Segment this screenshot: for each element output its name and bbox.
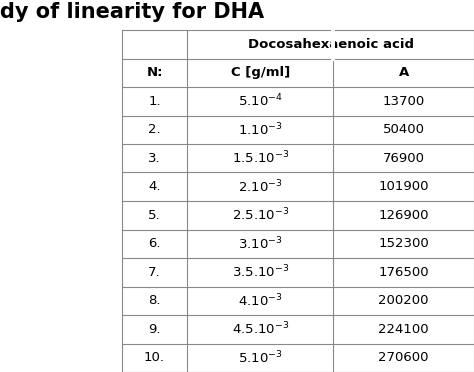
Text: 224100: 224100: [378, 323, 429, 336]
Text: 1.: 1.: [148, 95, 161, 108]
Text: dy of linearity for DHA: dy of linearity for DHA: [0, 2, 264, 22]
Text: 1.10$^{-3}$: 1.10$^{-3}$: [238, 121, 283, 138]
Text: 9.: 9.: [148, 323, 161, 336]
Text: 3.10$^{-3}$: 3.10$^{-3}$: [238, 235, 283, 252]
Text: 13700: 13700: [383, 95, 425, 108]
Text: 5.: 5.: [148, 209, 161, 222]
Text: 4.10$^{-3}$: 4.10$^{-3}$: [238, 292, 283, 309]
Text: 176500: 176500: [378, 266, 429, 279]
Text: 5.10$^{-4}$: 5.10$^{-4}$: [238, 93, 283, 109]
Text: 2.: 2.: [148, 123, 161, 136]
Text: N:: N:: [146, 66, 163, 79]
Text: 7.: 7.: [148, 266, 161, 279]
Text: 1.5.10$^{-3}$: 1.5.10$^{-3}$: [232, 150, 289, 167]
Text: A: A: [399, 66, 409, 79]
Text: 3.: 3.: [148, 152, 161, 165]
Text: 270600: 270600: [378, 351, 429, 364]
Text: 10.: 10.: [144, 351, 165, 364]
Text: 101900: 101900: [378, 180, 429, 193]
Text: 4.: 4.: [148, 180, 161, 193]
Text: 126900: 126900: [378, 209, 429, 222]
Text: 6.: 6.: [148, 237, 161, 250]
Text: 8.: 8.: [148, 294, 161, 307]
Text: 152300: 152300: [378, 237, 429, 250]
Text: 2.10$^{-3}$: 2.10$^{-3}$: [238, 179, 283, 195]
Text: 200200: 200200: [378, 294, 429, 307]
Text: 2.5.10$^{-3}$: 2.5.10$^{-3}$: [232, 207, 289, 224]
Text: 3.5.10$^{-3}$: 3.5.10$^{-3}$: [232, 264, 289, 280]
Text: Docosahexaenoic acid: Docosahexaenoic acid: [247, 38, 413, 51]
Text: 5.10$^{-3}$: 5.10$^{-3}$: [238, 349, 283, 366]
Text: 76900: 76900: [383, 152, 425, 165]
Text: 50400: 50400: [383, 123, 425, 136]
Text: C [g/ml]: C [g/ml]: [230, 66, 290, 79]
Text: 4.5.10$^{-3}$: 4.5.10$^{-3}$: [232, 321, 289, 337]
